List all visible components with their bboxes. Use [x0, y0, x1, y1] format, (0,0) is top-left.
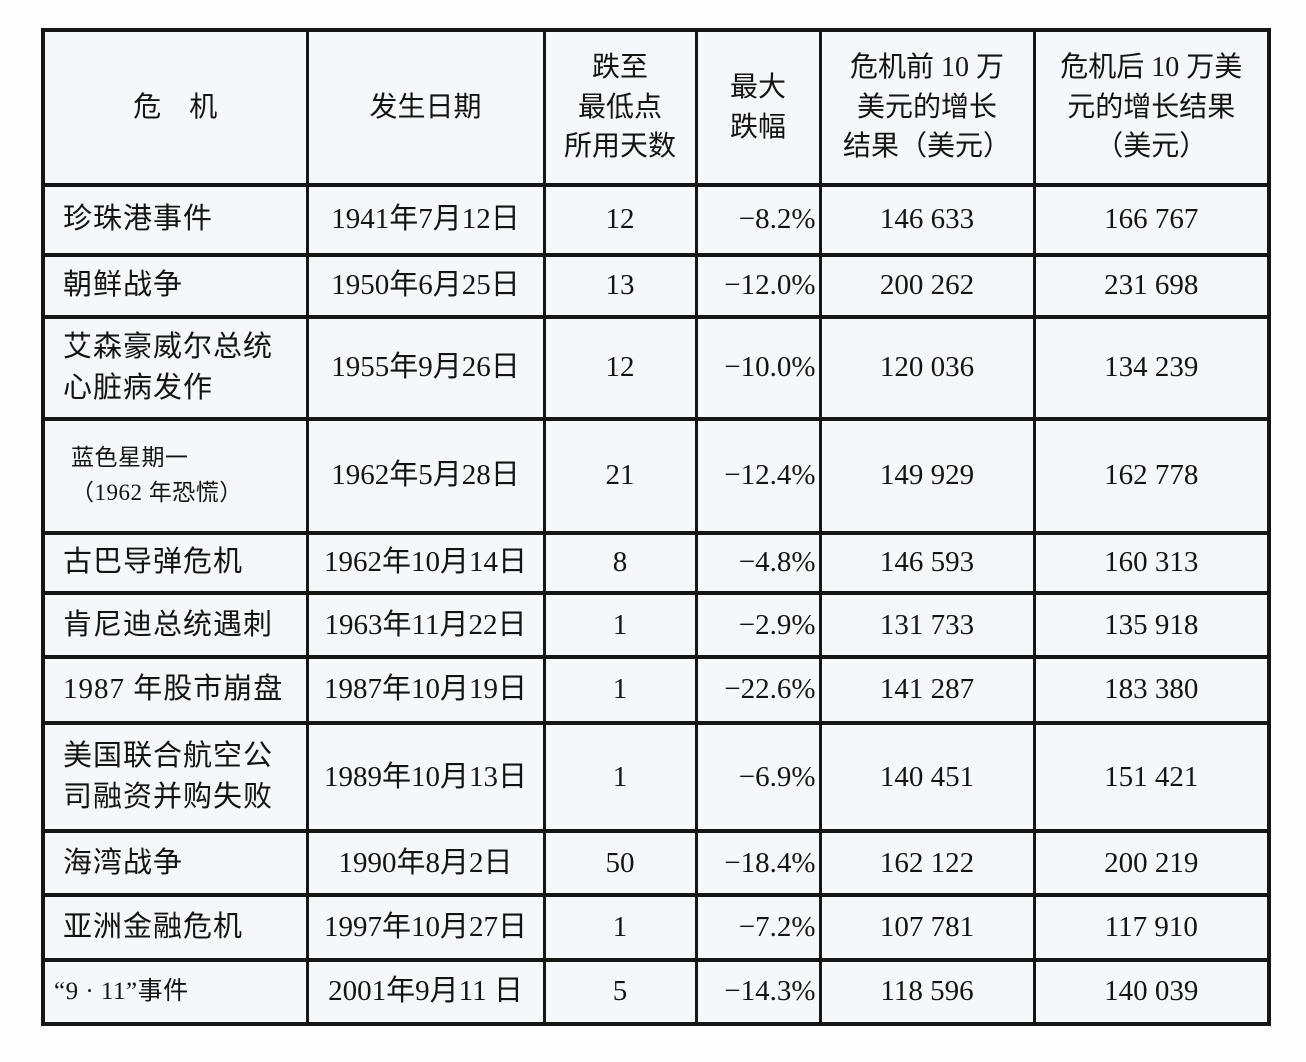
cell-date: 1955年9月26日: [305, 314, 546, 422]
cell-crisis: 艾森豪威尔总统 心脏病发作: [41, 314, 309, 422]
cell-date: 1950年6月25日: [305, 252, 546, 319]
table-row: 亚洲金融危机 1997年10月27日 1 −7.2% 107 781 117 910: [41, 893, 1271, 963]
cell-date: 1997年10月27日: [305, 893, 546, 963]
cell-before: 141 287: [818, 655, 1036, 725]
cell-after: 135 918: [1032, 591, 1271, 660]
cell-drop: −6.9%: [694, 720, 822, 834]
cell-before: 149 929: [818, 417, 1036, 535]
cell-days: 21: [542, 417, 698, 535]
cell-crisis: “9 · 11”事件: [41, 958, 309, 1026]
table-row: 艾森豪威尔总统 心脏病发作 1955年9月26日 12 −10.0% 120 036 13…: [41, 314, 1271, 422]
cell-after: 140 039: [1032, 958, 1271, 1026]
cell-before: 200 262: [818, 252, 1036, 319]
table-row: 海湾战争 1990年8月2日 50 −18.4% 162 122 200 219: [41, 829, 1271, 898]
table-row: “9 · 11”事件 2001年9月11 日 5 −14.3% 118 596 140 0…: [41, 958, 1271, 1026]
cell-crisis: 1987 年股市崩盘: [41, 655, 309, 725]
header-date: 发生日期: [305, 28, 546, 187]
cell-drop: −4.8%: [694, 530, 822, 596]
cell-before: 146 633: [818, 183, 1036, 257]
cell-after: 151 421: [1032, 720, 1271, 834]
cell-date: 1990年8月2日: [305, 829, 546, 898]
cell-after: 231 698: [1032, 252, 1271, 319]
cell-after: 117 910: [1032, 893, 1271, 963]
cell-drop: −10.0%: [694, 314, 822, 422]
table-row: 肯尼迪总统遇刺 1963年11月22日 1 −2.9% 131 733 135 918: [41, 591, 1271, 660]
cell-drop: −2.9%: [694, 591, 822, 660]
cell-date: 1989年10月13日: [305, 720, 546, 834]
cell-before: 118 596: [818, 958, 1036, 1026]
table-row: 朝鲜战争 1950年6月25日 13 −12.0% 200 262 231 698: [41, 252, 1271, 319]
cell-days: 1: [542, 591, 698, 660]
table-row: 古巴导弹危机 1962年10月14日 8 −4.8% 146 593 160 313: [41, 530, 1271, 596]
table-row: 1987 年股市崩盘 1987年10月19日 1 −22.6% 141 287 183 3…: [41, 655, 1271, 725]
cell-drop: −14.3%: [694, 958, 822, 1026]
table-row: 珍珠港事件 1941年7月12日 12 −8.2% 146 633 166 767: [41, 183, 1271, 257]
cell-days: 1: [542, 893, 698, 963]
cell-after: 200 219: [1032, 829, 1271, 898]
cell-after: 134 239: [1032, 314, 1271, 422]
cell-before: 146 593: [818, 530, 1036, 596]
cell-drop: −12.0%: [694, 252, 822, 319]
cell-before: 107 781: [818, 893, 1036, 963]
header-after: 危机后 10 万美 元的增长结果 （美元）: [1032, 28, 1271, 187]
cell-crisis: 蓝色星期一 （1962 年恐慌）: [41, 417, 309, 535]
cell-days: 13: [542, 252, 698, 319]
cell-days: 8: [542, 530, 698, 596]
table-body: 珍珠港事件 1941年7月12日 12 −8.2% 146 633 166 767 朝鲜战争…: [41, 183, 1271, 1026]
cell-date: 1962年5月28日: [305, 417, 546, 535]
cell-drop: −7.2%: [694, 893, 822, 963]
cell-date: 1963年11月22日: [305, 591, 546, 660]
header-days: 跌至 最低点 所用天数: [542, 28, 698, 187]
cell-after: 160 313: [1032, 530, 1271, 596]
cell-days: 50: [542, 829, 698, 898]
header-row: 危 机 发生日期 跌至 最低点 所用天数 最大 跌幅 危机前 10 万 美元的增…: [41, 28, 1271, 187]
header-before: 危机前 10 万 美元的增长 结果（美元）: [818, 28, 1036, 187]
cell-drop: −12.4%: [694, 417, 822, 535]
cell-drop: −8.2%: [694, 183, 822, 257]
cell-days: 12: [542, 183, 698, 257]
cell-drop: −22.6%: [694, 655, 822, 725]
cell-date: 1941年7月12日: [305, 183, 546, 257]
cell-after: 162 778: [1032, 417, 1271, 535]
cell-crisis: 美国联合航空公 司融资并购失败: [41, 720, 309, 834]
cell-days: 12: [542, 314, 698, 422]
cell-before: 140 451: [818, 720, 1036, 834]
cell-after: 166 767: [1032, 183, 1271, 257]
cell-before: 131 733: [818, 591, 1036, 660]
cell-days: 5: [542, 958, 698, 1026]
crisis-table: 危 机 发生日期 跌至 最低点 所用天数 最大 跌幅 危机前 10 万 美元的增…: [41, 28, 1271, 1026]
cell-before: 120 036: [818, 314, 1036, 422]
cell-crisis: 亚洲金融危机: [41, 893, 309, 963]
cell-crisis: 古巴导弹危机: [41, 530, 309, 596]
cell-days: 1: [542, 720, 698, 834]
header-drop: 最大 跌幅: [694, 28, 822, 187]
header-crisis: 危 机: [41, 28, 309, 187]
cell-date: 1962年10月14日: [305, 530, 546, 596]
cell-crisis: 朝鲜战争: [41, 252, 309, 319]
table-row: 美国联合航空公 司融资并购失败 1989年10月13日 1 −6.9% 140 451 1…: [41, 720, 1271, 834]
cell-date: 1987年10月19日: [305, 655, 546, 725]
cell-days: 1: [542, 655, 698, 725]
cell-crisis: 海湾战争: [41, 829, 309, 898]
cell-crisis: 珍珠港事件: [41, 183, 309, 257]
cell-after: 183 380: [1032, 655, 1271, 725]
table-row: 蓝色星期一 （1962 年恐慌） 1962年5月28日 21 −12.4% 149 92…: [41, 417, 1271, 535]
cell-crisis: 肯尼迪总统遇刺: [41, 591, 309, 660]
cell-drop: −18.4%: [694, 829, 822, 898]
cell-before: 162 122: [818, 829, 1036, 898]
cell-date: 2001年9月11 日: [305, 958, 546, 1026]
